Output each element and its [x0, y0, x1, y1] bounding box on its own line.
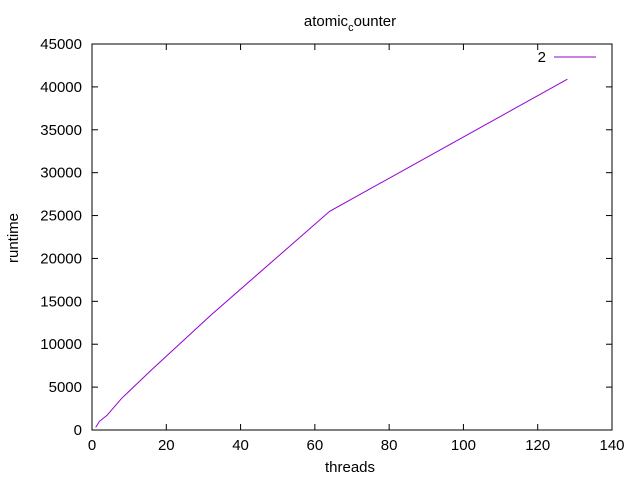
x-tick-label: 60 [307, 437, 324, 454]
x-tick-label: 140 [599, 437, 624, 454]
x-axis-label: threads [325, 459, 375, 476]
plot-frame [91, 43, 613, 431]
series-line [95, 78, 568, 428]
y-tick-label: 15000 [40, 293, 82, 310]
y-tick-label: 5000 [49, 379, 82, 396]
series-layer [95, 78, 568, 428]
y-tick-label: 10000 [40, 336, 82, 353]
y-axis-label: runtime [5, 213, 22, 263]
legend-label: 2 [538, 49, 546, 66]
x-tick-label: 100 [451, 437, 476, 454]
y-tick-label: 40000 [40, 79, 82, 96]
x-tick-label: 20 [158, 437, 175, 454]
y-tick-label: 20000 [40, 250, 82, 267]
y-tick-label: 35000 [40, 122, 82, 139]
y-tick-label: 0 [74, 422, 82, 439]
legend: 2 [538, 49, 596, 66]
y-axis: 0 5000 10000 15000 20000 25000 30000 35000 40000… [40, 36, 612, 439]
x-tick-label: 80 [381, 437, 398, 454]
x-tick-label: 40 [232, 437, 249, 454]
x-tick-label: 0 [88, 437, 96, 454]
y-tick-label: 30000 [40, 165, 82, 182]
x-tick-label: 120 [525, 437, 550, 454]
chart-title: atomiccounter [304, 13, 396, 34]
x-axis: 0 20 40 60 80 100 120 140 [88, 44, 625, 454]
y-tick-label: 25000 [40, 208, 82, 225]
y-tick-label: 45000 [40, 36, 82, 53]
plot-border [91, 43, 613, 431]
